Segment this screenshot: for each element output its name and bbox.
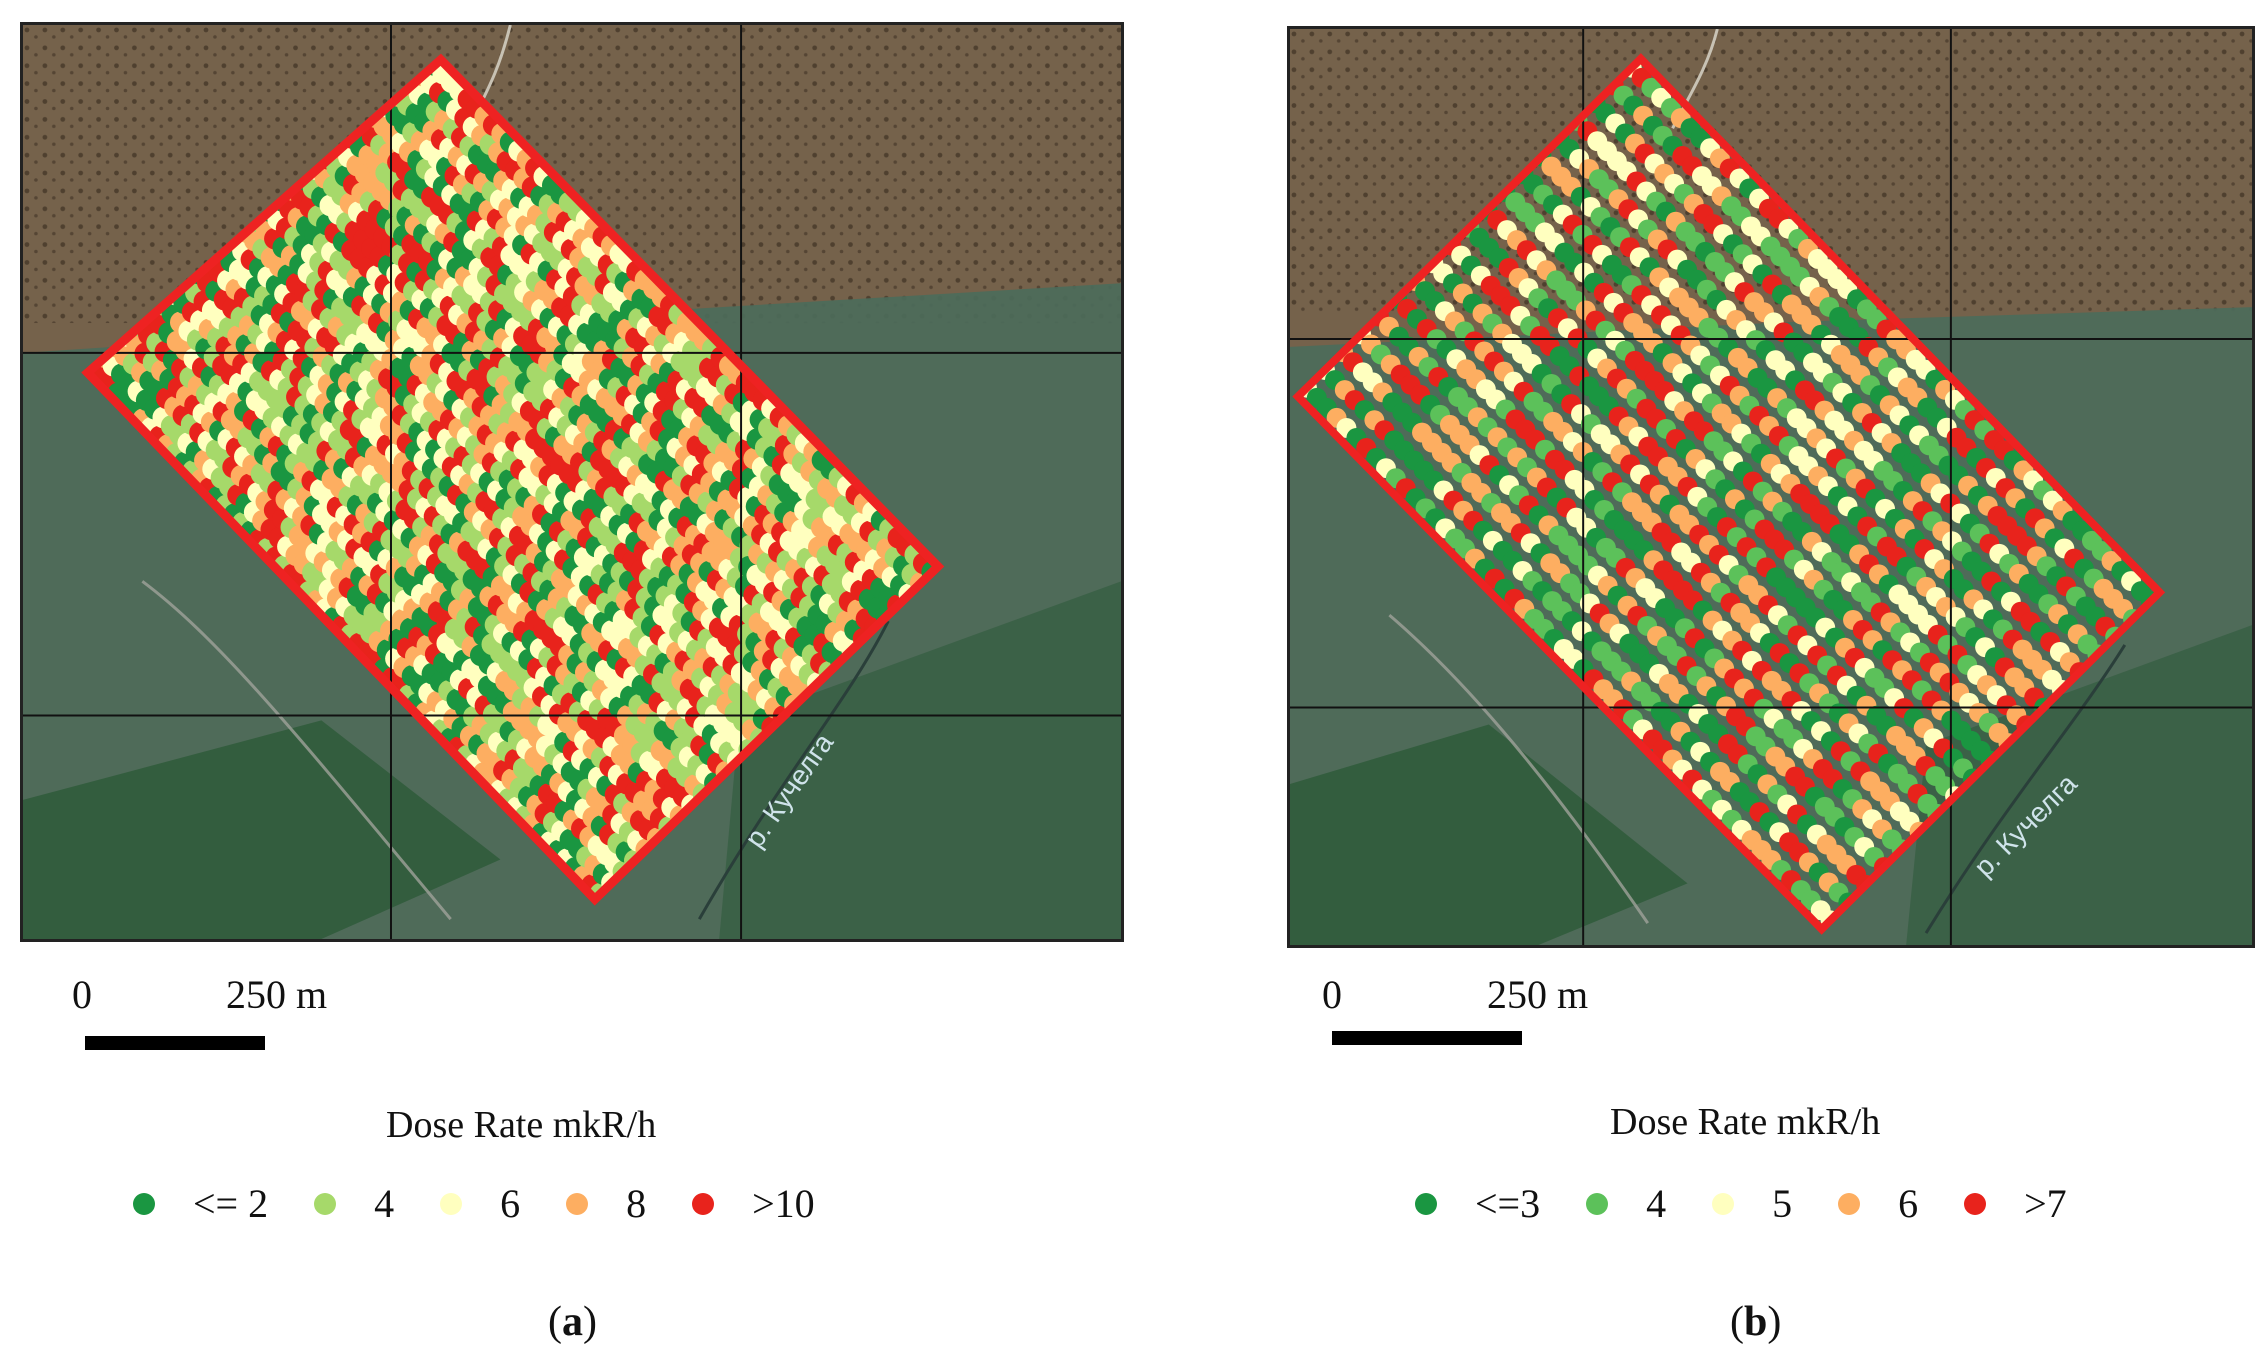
survey-boundary xyxy=(1292,53,2166,935)
road xyxy=(1388,614,1649,924)
scalebar-end: 250 m xyxy=(226,972,328,1017)
grid-lines xyxy=(1290,29,2252,945)
forest-patch xyxy=(719,581,1121,939)
legend-item: >10 xyxy=(692,1180,861,1227)
legend-label: 5 xyxy=(1772,1181,1793,1226)
forest-patch xyxy=(1906,625,2252,945)
legend-label: <= 2 xyxy=(193,1181,269,1226)
legend-label: 6 xyxy=(500,1181,521,1226)
legend-swatch xyxy=(566,1192,589,1215)
scalebar-line xyxy=(85,1036,265,1050)
legend-title: Dose Rate mkR/h xyxy=(1610,1101,1881,1143)
legend-item: 4 xyxy=(1586,1180,1712,1227)
legend-swatch xyxy=(1712,1192,1735,1215)
legend-item: <=3 xyxy=(1415,1180,1586,1227)
legend-item: 8 xyxy=(566,1180,692,1227)
legend-label: <=3 xyxy=(1475,1181,1541,1226)
legend-swatch xyxy=(1838,1192,1861,1215)
forest-patch xyxy=(23,720,501,939)
panel-a: р. Кучелга 0 250 m Dose Rate mkR/h <= 2 4… xyxy=(0,0,1130,1362)
legend-item: >7 xyxy=(1964,1180,2113,1227)
survey-boundary xyxy=(81,53,945,906)
legend-swatch xyxy=(1415,1192,1437,1215)
scalebar-end: 250 m xyxy=(1487,972,1589,1017)
stream xyxy=(1924,644,2127,934)
forest-patch xyxy=(1290,724,1688,945)
legend-label: 4 xyxy=(1646,1181,1667,1226)
road xyxy=(141,580,452,921)
map-a[interactable]: р. Кучелга xyxy=(20,22,1124,942)
legend-item: 4 xyxy=(314,1180,440,1227)
stream xyxy=(698,620,890,920)
legend-swatch xyxy=(1586,1192,1609,1215)
legend-title: Dose Rate mkR/h xyxy=(386,1104,657,1146)
legend: <= 2 4 6 8 >10 xyxy=(133,1180,861,1227)
scalebar-start: 0 xyxy=(1322,972,1342,1017)
legend-swatch xyxy=(1964,1192,1987,1215)
legend-item: 6 xyxy=(1838,1180,1964,1227)
legend-label: >7 xyxy=(2024,1181,2067,1226)
panel-caption: (b) xyxy=(1730,1299,1782,1345)
survey-points-b xyxy=(1297,58,2160,930)
legend-item: 5 xyxy=(1712,1180,1838,1227)
map-b-canvas: р. Кучелга xyxy=(1290,29,2252,945)
legend: <=3 4 5 6 >7 xyxy=(1415,1180,2113,1227)
legend-label: 4 xyxy=(374,1181,395,1226)
panel-b: р. Кучелга 0 250 m Dose Rate mkR/h <=3 4 5… xyxy=(1130,0,2260,1362)
map-a-canvas: р. Кучелга xyxy=(23,25,1121,939)
legend-swatch xyxy=(440,1192,463,1215)
legend-label: 8 xyxy=(626,1181,647,1226)
panel-caption: (a) xyxy=(548,1299,597,1345)
legend-item: <= 2 xyxy=(133,1180,314,1227)
scalebar-start: 0 xyxy=(72,972,92,1017)
map-b[interactable]: р. Кучелга xyxy=(1287,26,2255,948)
legend-swatch xyxy=(314,1192,337,1215)
legend-swatch xyxy=(133,1192,155,1215)
grid-lines xyxy=(23,25,1121,939)
legend-item: 6 xyxy=(440,1180,566,1227)
scalebar-line xyxy=(1332,1031,1522,1045)
legend-label: >10 xyxy=(752,1181,815,1226)
legend-label: 6 xyxy=(1898,1181,1919,1226)
legend-swatch xyxy=(692,1192,715,1215)
